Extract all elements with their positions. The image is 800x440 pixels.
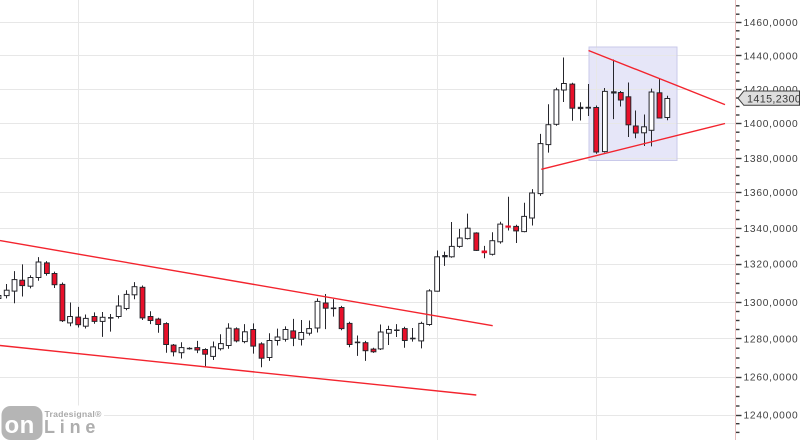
svg-text:1415,2300: 1415,2300 [747,93,800,105]
svg-text:1360,0000: 1360,0000 [744,188,799,199]
svg-text:on: on [5,412,35,439]
svg-text:1420,0000: 1420,0000 [744,85,799,96]
svg-text:1340,0000: 1340,0000 [744,224,799,235]
svg-text:1240,0000: 1240,0000 [744,411,799,422]
svg-text:1400,0000: 1400,0000 [744,119,799,130]
svg-text:1440,0000: 1440,0000 [744,51,799,62]
svg-text:1260,0000: 1260,0000 [744,373,799,384]
svg-text:1300,0000: 1300,0000 [744,298,799,309]
svg-text:1460,0000: 1460,0000 [744,18,799,29]
svg-text:Line: Line [44,417,100,437]
svg-text:1280,0000: 1280,0000 [744,334,799,345]
svg-text:1320,0000: 1320,0000 [744,260,799,271]
svg-text:1380,0000: 1380,0000 [744,154,799,165]
svg-text:Tradesignal®: Tradesignal® [45,409,102,419]
